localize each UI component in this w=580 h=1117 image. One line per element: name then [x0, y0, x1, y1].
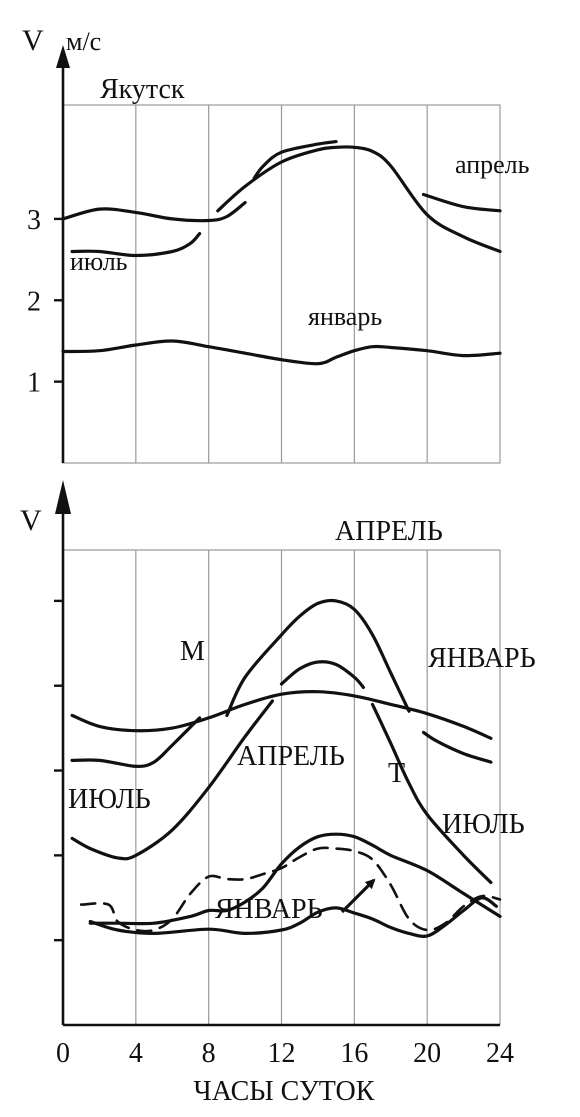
bottom-series-line-6	[279, 660, 365, 689]
top-series-line-1	[61, 339, 502, 366]
top-y-tick-label-3: 3	[27, 205, 41, 236]
label-january-m: ЯНВАРЬ	[428, 643, 536, 674]
top-y-ticks: 1 2 3	[27, 205, 63, 399]
top-series-line-6	[421, 192, 502, 213]
x-axis-label: ЧАСЫ СУТОК	[194, 1076, 375, 1107]
top-y-axis-label: V	[22, 24, 44, 57]
bottom-y-axis-label: V	[20, 504, 42, 537]
bottom-series-line-10	[79, 846, 502, 933]
x-tick-label-4: 4	[129, 1038, 143, 1069]
bottom-chart: 0 4 8 12 16 20 24 V АПРЕЛЬ М ЯНВАРЬ ИЮЛЬ АПРЕЛ…	[20, 480, 536, 1107]
january-t-pointer-arrow-icon	[340, 878, 376, 914]
top-y-axis-unit: м/с	[66, 27, 101, 56]
bottom-series-line-5	[70, 699, 274, 861]
x-axis-tick-labels: 0 4 8 12 16 20 24	[56, 1038, 514, 1069]
top-y-axis-arrow-icon	[56, 45, 70, 68]
label-january-t: ЯНВАРЬ	[215, 894, 323, 925]
x-tick-label-24: 24	[486, 1038, 514, 1069]
bottom-series-line-1	[70, 690, 493, 740]
label-group-t: Т	[388, 758, 405, 789]
bottom-chart-grid	[135, 550, 428, 1025]
label-july-m: ИЮЛЬ	[68, 784, 151, 815]
label-july-top: июль	[70, 247, 128, 276]
bottom-series-line-3	[225, 598, 411, 717]
label-july-t: ИЮЛЬ	[442, 809, 525, 840]
top-series-line-5	[252, 140, 338, 180]
x-tick-label-0: 0	[56, 1038, 70, 1069]
x-tick-label-12: 12	[268, 1038, 296, 1069]
top-series-line-4	[61, 201, 247, 223]
top-y-tick-label-2: 2	[27, 286, 41, 317]
label-january-top: январь	[308, 302, 382, 331]
label-group-m: М	[180, 636, 205, 667]
label-april-top: апрель	[455, 150, 530, 179]
top-chart: 1 2 3 V м/с Якутск апрель июль январь	[22, 24, 530, 464]
top-series-line-2	[70, 232, 202, 258]
top-chart-grid	[135, 105, 428, 463]
label-april-m: АПРЕЛЬ	[335, 516, 443, 547]
x-tick-label-20: 20	[413, 1038, 441, 1069]
bottom-series-line-7	[370, 702, 493, 885]
x-tick-label-16: 16	[340, 1038, 368, 1069]
top-series-group	[61, 140, 502, 366]
top-series-line-3	[216, 145, 502, 254]
bottom-series-line-9	[88, 832, 502, 926]
bottom-series-line-4	[421, 730, 493, 764]
bottom-y-axis-arrow-icon	[55, 480, 71, 514]
label-april-t: АПРЕЛЬ	[237, 741, 345, 772]
bottom-series-line-2	[70, 716, 202, 768]
top-y-tick-label-1: 1	[27, 368, 41, 399]
x-tick-label-8: 8	[202, 1038, 216, 1069]
top-chart-title: Якутск	[100, 74, 185, 105]
bottom-y-ticks	[54, 599, 63, 942]
